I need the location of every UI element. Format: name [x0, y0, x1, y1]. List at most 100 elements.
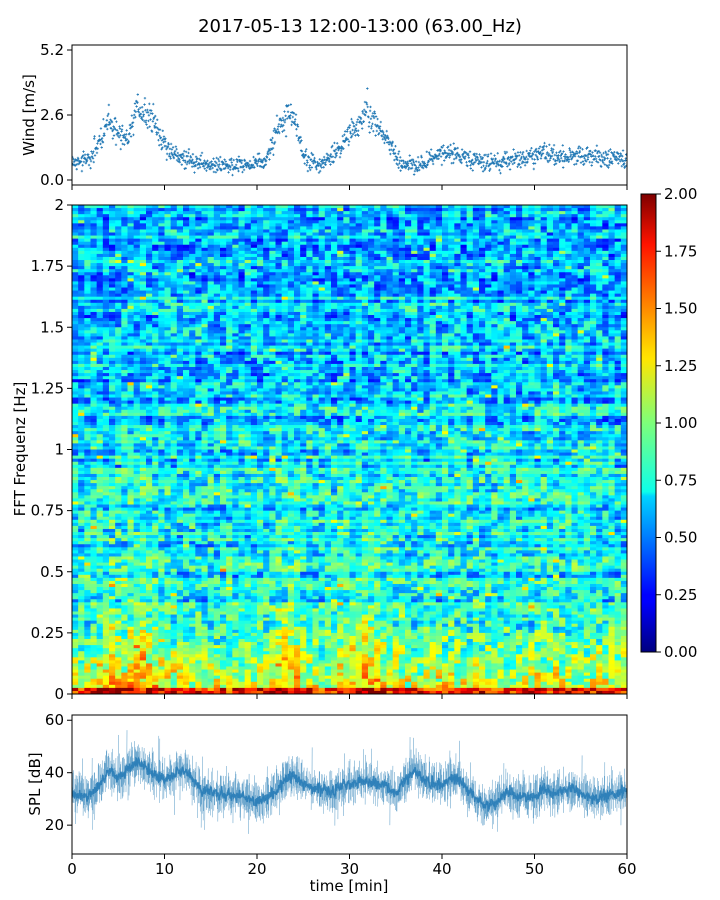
heatmap-cell [72, 675, 79, 680]
heatmap-cell [121, 516, 128, 521]
heatmap-cell [183, 614, 190, 618]
heatmap-cell [158, 229, 165, 233]
heatmap-cell [109, 477, 116, 481]
heatmap-cell [176, 357, 184, 362]
heatmap-cell [121, 354, 128, 359]
heatmap-cell [72, 519, 79, 524]
heatmap-cell [84, 461, 91, 466]
heatmap-cell [121, 415, 128, 420]
wind-point [469, 167, 473, 170]
heatmap-cell [84, 648, 91, 652]
heatmap-cell [201, 302, 209, 307]
heatmap-cell [152, 403, 159, 408]
wind-point [370, 127, 373, 130]
heatmap-cell [133, 428, 141, 432]
heatmap-cell [115, 553, 122, 557]
heatmap-cell [164, 547, 172, 551]
heatmap-cell [78, 510, 85, 515]
heatmap-cell [146, 363, 153, 368]
heatmap-cell [183, 681, 190, 686]
heatmap-cell [127, 244, 135, 249]
heatmap-cell [201, 376, 209, 380]
heatmap-cell [164, 687, 172, 692]
heatmap-cell [133, 333, 141, 337]
heatmap-cell [152, 556, 159, 560]
wind-point [550, 154, 554, 158]
heatmap-cell [195, 256, 202, 261]
heatmap-cell [170, 553, 178, 557]
heatmap-cell [96, 397, 104, 401]
heatmap-cell [164, 412, 172, 417]
heatmap-cell [195, 260, 202, 264]
heatmap-cell [201, 406, 209, 411]
heatmap-cell [96, 318, 104, 322]
heatmap-cell [146, 302, 153, 307]
heatmap-cell [96, 440, 104, 444]
heatmap-cell [90, 397, 98, 401]
wind-point [359, 117, 363, 121]
heatmap-cell [183, 519, 190, 524]
heatmap-cell [78, 415, 85, 420]
heatmap-cell [133, 220, 141, 224]
heatmap-cell [72, 406, 79, 411]
heatmap-cell [115, 608, 122, 612]
heatmap-cell [176, 660, 184, 664]
wind-point [484, 153, 488, 157]
heatmap-cell [133, 388, 141, 392]
heatmap-cell [109, 425, 116, 429]
wind-point [242, 165, 245, 168]
heatmap-cell [133, 324, 141, 328]
heatmap-cell [189, 266, 196, 270]
heatmap-cell [158, 617, 165, 622]
heatmap-cell [121, 550, 128, 554]
heatmap-cell [158, 547, 165, 551]
heatmap-cell [121, 342, 128, 346]
heatmap-cell [189, 342, 196, 346]
heatmap-cell [164, 467, 172, 472]
wind-point [557, 154, 560, 157]
heatmap-cell [84, 336, 91, 340]
wind-point [621, 149, 625, 152]
heatmap-cell [146, 345, 153, 350]
wind-point [295, 134, 298, 138]
heatmap-cell [90, 568, 98, 573]
wind-point [559, 154, 562, 157]
wind-point [356, 118, 360, 121]
wind-point [81, 164, 84, 167]
heatmap-cell [139, 232, 147, 236]
heatmap-cell [90, 544, 98, 548]
heatmap-cell [195, 648, 202, 652]
wind-point [168, 147, 172, 150]
wind-point [158, 144, 161, 147]
heatmap-cell [152, 464, 159, 469]
heatmap-cell [195, 470, 202, 475]
wind-point [443, 159, 446, 162]
heatmap-cell [152, 409, 159, 414]
wind-point [211, 166, 214, 170]
heatmap-cell [158, 541, 165, 545]
heatmap-cell [133, 660, 141, 664]
heatmap-cell [127, 275, 135, 279]
heatmap-cell [139, 256, 147, 261]
heatmap-cell [72, 635, 79, 640]
heatmap-cell [127, 418, 135, 423]
heatmap-cell [102, 626, 110, 631]
heatmap-cell [207, 293, 215, 298]
heatmap-cell [170, 498, 178, 502]
heatmap-cell [176, 232, 184, 236]
heatmap-cell [139, 614, 147, 618]
heatmap-cell [158, 321, 165, 325]
wind-point [519, 151, 522, 154]
heatmap-cell [176, 577, 184, 582]
wind-point [345, 130, 349, 133]
heatmap-cell [109, 538, 116, 542]
wind-point [159, 143, 163, 146]
wind-point [609, 157, 612, 161]
heatmap-cell [158, 256, 165, 261]
wind-point [167, 143, 170, 146]
heatmap-cell [121, 449, 128, 453]
heatmap-cell [115, 253, 122, 258]
heatmap-cell [96, 394, 104, 398]
heatmap-cell [176, 376, 184, 380]
heatmap-cell [96, 645, 104, 649]
